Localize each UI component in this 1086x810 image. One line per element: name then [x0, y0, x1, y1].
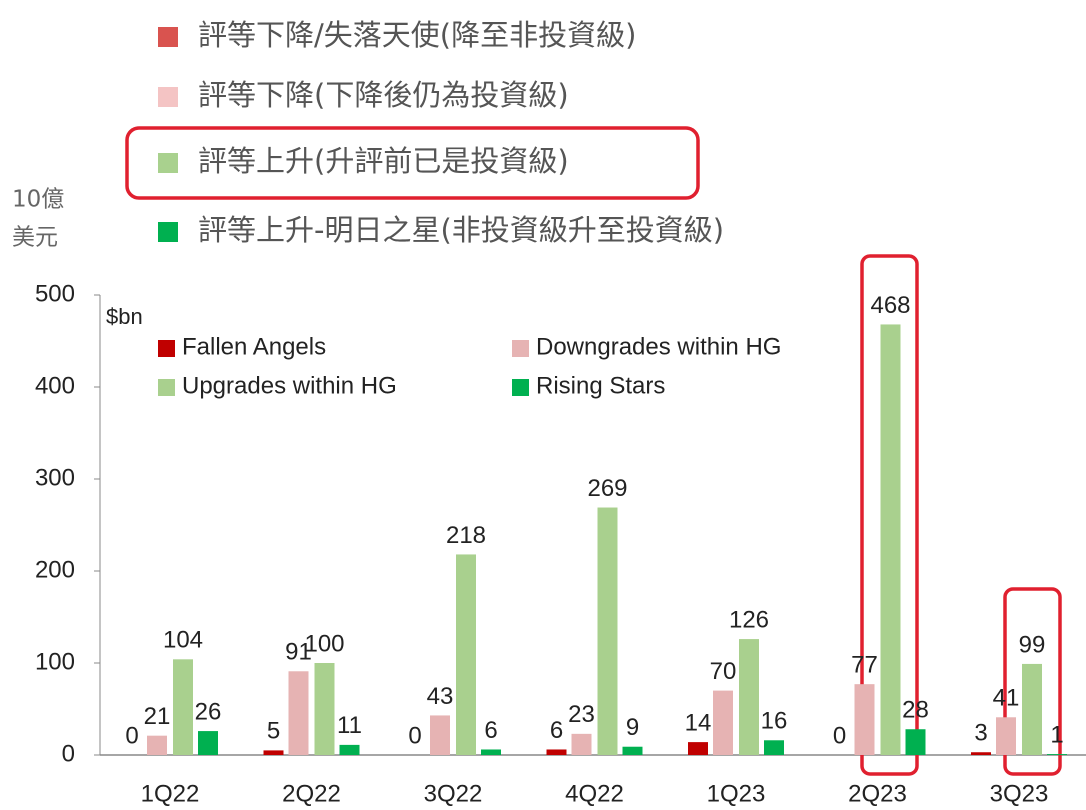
data-label: 99	[1019, 631, 1046, 658]
bar	[481, 749, 501, 755]
x-tick-label: 3Q23	[990, 780, 1049, 807]
legend-label: 評等下降/失落天使(降至非投資級)	[198, 18, 636, 52]
data-label: 21	[144, 703, 171, 730]
data-label: 11	[337, 712, 362, 739]
y-tick-label: 200	[35, 556, 75, 583]
legend-swatch	[158, 379, 175, 396]
y-label: 10億	[12, 187, 64, 213]
bar	[263, 750, 284, 755]
data-label: 3	[974, 720, 987, 747]
y-tick-label: 300	[35, 464, 75, 491]
bar	[764, 740, 784, 755]
bar	[173, 659, 193, 755]
bar	[622, 746, 643, 755]
bar	[713, 690, 733, 755]
data-label: 14	[685, 709, 712, 736]
legend-swatch	[512, 340, 529, 357]
x-tick-label: 1Q22	[141, 780, 200, 807]
data-label: 9	[626, 714, 639, 741]
bar	[456, 554, 476, 755]
highlight-box	[860, 254, 919, 776]
highlight-box	[125, 126, 700, 200]
legend-label: Upgrades within HG	[182, 372, 397, 399]
x-tick-label: 2Q22	[282, 780, 341, 807]
unit-label: $bn	[106, 304, 143, 329]
data-label: 104	[163, 627, 203, 654]
bar	[546, 749, 567, 755]
x-tick-label: 1Q23	[707, 780, 766, 807]
y-label: 美元	[12, 225, 58, 251]
x-tick-label: 3Q22	[424, 780, 483, 807]
legend-swatch	[158, 87, 178, 107]
data-label: 126	[729, 606, 769, 633]
bar	[430, 715, 450, 755]
legend-swatch	[158, 27, 178, 47]
data-label: 218	[446, 522, 486, 549]
bar	[314, 663, 335, 755]
bar	[571, 733, 592, 755]
data-label: 77	[851, 652, 878, 679]
x-tick-label: 4Q22	[565, 780, 624, 807]
data-label: 91	[285, 639, 312, 666]
bar	[996, 717, 1016, 755]
y-tick-label: 500	[35, 280, 75, 307]
bar	[147, 735, 167, 755]
data-label: 70	[710, 658, 737, 685]
data-label: 43	[427, 683, 454, 710]
data-label: 5	[267, 718, 280, 745]
data-label: 23	[568, 701, 595, 728]
legend-label: Downgrades within HG	[536, 333, 781, 360]
bar	[1022, 663, 1042, 755]
x-tick-label: 2Q23	[848, 780, 907, 807]
highlight-box	[1003, 587, 1062, 776]
y-tick-label: 100	[35, 648, 75, 675]
bar	[905, 729, 926, 755]
data-label: 0	[408, 722, 421, 749]
bar	[1047, 754, 1067, 755]
bar	[597, 507, 618, 755]
data-label: 28	[902, 697, 929, 724]
data-label: 6	[484, 717, 497, 744]
bar	[198, 731, 218, 755]
bar	[854, 684, 875, 755]
bar	[739, 639, 759, 755]
bar	[288, 671, 309, 755]
legend-swatch	[158, 340, 175, 357]
legend-label: 評等上升-明日之星(非投資級升至投資級)	[198, 213, 724, 247]
data-label: 0	[833, 722, 846, 749]
data-label: 26	[195, 698, 222, 725]
legend-swatch	[158, 153, 178, 173]
y-tick-label: 400	[35, 372, 75, 399]
data-label: 100	[304, 630, 344, 657]
bar	[339, 744, 360, 755]
legend-swatch	[158, 222, 178, 242]
bar	[880, 324, 901, 755]
legend-label: 評等上升(升評前已是投資級)	[198, 144, 569, 178]
bar	[971, 752, 991, 755]
legend-swatch	[512, 379, 529, 396]
legend-label: 評等下降(下降後仍為投資級)	[198, 78, 569, 112]
data-label: 1	[1050, 721, 1063, 748]
data-label: 6	[550, 717, 563, 744]
data-label: 468	[870, 292, 910, 319]
data-label: 0	[125, 722, 138, 749]
legend-label: Fallen Angels	[182, 333, 326, 360]
legend-label: Rising Stars	[536, 372, 665, 399]
bar	[688, 742, 708, 755]
data-label: 16	[761, 708, 788, 735]
data-label: 41	[993, 685, 1020, 712]
y-tick-label: 0	[62, 740, 75, 767]
data-label: 269	[587, 475, 627, 502]
